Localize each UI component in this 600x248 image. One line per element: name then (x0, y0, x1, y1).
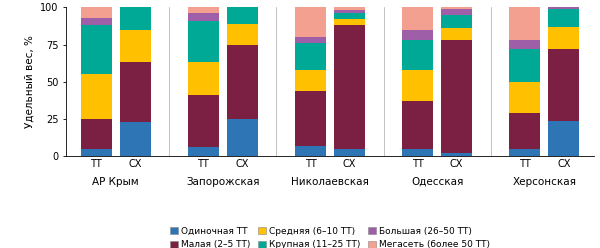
Bar (334, 10, 365, 13)
Bar (188, 95, 219, 147)
Legend: Одиночная ТТ, Малая (2–5 ТТ), Средняя (6–10 ТТ), Крупная (11–25 ТТ), Большая (26: Одиночная ТТ, Малая (2–5 ТТ), Средняя (6… (166, 223, 494, 248)
Bar (334, 25, 365, 149)
Bar (548, 9, 580, 27)
Bar (509, 82, 541, 113)
Bar (188, 62, 219, 95)
Bar (548, 27, 580, 49)
Bar (509, 40, 541, 49)
Y-axis label: Удельный вес, %: Удельный вес, % (25, 35, 34, 128)
Bar (295, 70, 326, 91)
Bar (119, 122, 151, 156)
Bar (509, 149, 541, 156)
Bar (334, 19, 365, 25)
Bar (441, 40, 472, 153)
Bar (80, 74, 112, 119)
Bar (402, 40, 433, 70)
Bar (441, 9, 472, 15)
Bar (80, 18, 112, 25)
Bar (548, 49, 580, 121)
Bar (441, 28, 472, 40)
Bar (295, 37, 326, 43)
Bar (188, 21, 219, 62)
Bar (80, 7, 112, 18)
Bar (227, 7, 258, 24)
Bar (441, 7, 472, 9)
Bar (441, 153, 472, 156)
Text: Одесская: Одесская (411, 177, 463, 187)
Text: Херсонская: Херсонская (512, 177, 577, 187)
Bar (119, 62, 151, 122)
Bar (188, 13, 219, 21)
Bar (295, 91, 326, 146)
Bar (119, 7, 151, 30)
Bar (80, 149, 112, 156)
Bar (548, 121, 580, 156)
Bar (80, 119, 112, 149)
Bar (402, 149, 433, 156)
Bar (334, 149, 365, 156)
Bar (509, 7, 541, 40)
Text: АР Крым: АР Крым (92, 177, 139, 187)
Bar (295, 7, 326, 37)
Bar (334, 13, 365, 19)
Bar (548, 7, 580, 9)
Text: Николаевская: Николаевская (291, 177, 369, 187)
Bar (80, 25, 112, 74)
Bar (402, 101, 433, 149)
Bar (509, 113, 541, 149)
Bar (227, 119, 258, 156)
Bar (509, 49, 541, 82)
Bar (119, 30, 151, 62)
Bar (188, 147, 219, 156)
Bar (402, 7, 433, 30)
Bar (295, 146, 326, 156)
Bar (402, 70, 433, 101)
Bar (227, 24, 258, 45)
Bar (188, 7, 219, 13)
Bar (227, 45, 258, 119)
Bar (402, 30, 433, 40)
Bar (295, 43, 326, 70)
Text: Запорожская: Запорожская (186, 177, 260, 187)
Bar (334, 7, 365, 10)
Bar (441, 15, 472, 28)
